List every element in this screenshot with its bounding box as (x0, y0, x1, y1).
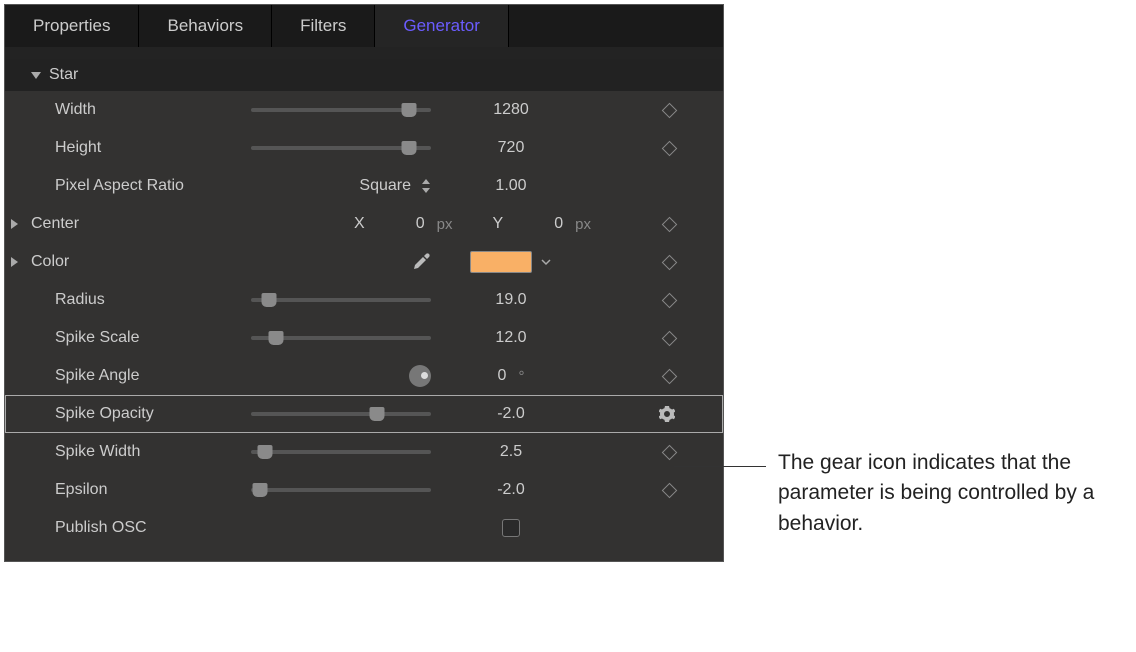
keyframe-icon[interactable] (662, 140, 678, 156)
keyframe-icon[interactable] (662, 368, 678, 384)
section-header-star[interactable]: Star (5, 59, 723, 91)
spike-opacity-slider[interactable] (251, 412, 431, 416)
slider-thumb[interactable] (370, 407, 385, 421)
slider-thumb[interactable] (253, 483, 268, 497)
param-label: Pixel Aspect Ratio (31, 177, 231, 195)
radius-value[interactable]: 19.0 (431, 291, 591, 309)
param-row-par: Pixel Aspect Ratio Square 1.00 (5, 167, 723, 205)
slider-thumb[interactable] (258, 445, 273, 459)
keyframe-icon[interactable] (662, 482, 678, 498)
degree-unit: ° (518, 368, 524, 385)
slider-thumb[interactable] (402, 103, 417, 117)
keyframe-icon[interactable] (662, 292, 678, 308)
disclosure-right-icon[interactable] (11, 219, 18, 229)
param-row-center: Center X 0 px Y 0 px (5, 205, 723, 243)
slider-thumb[interactable] (262, 293, 277, 307)
disclosure-right-icon[interactable] (11, 257, 18, 267)
callout-text: The gear icon indicates that the paramet… (778, 448, 1118, 539)
param-label: Publish OSC (31, 519, 231, 537)
param-label: Center (31, 215, 231, 233)
keyframe-icon[interactable] (662, 444, 678, 460)
param-row-width: Width 1280 (5, 91, 723, 129)
x-label: X (354, 215, 365, 233)
param-row-height: Height 720 (5, 129, 723, 167)
slider-thumb[interactable] (269, 331, 284, 345)
param-label: Spike Opacity (31, 405, 231, 423)
inspector-panel: Properties Behaviors Filters Generator S… (4, 4, 724, 562)
updown-icon (421, 179, 431, 193)
center-x-value[interactable]: 0 (375, 215, 425, 233)
par-value[interactable]: 1.00 (431, 177, 591, 195)
param-label: Spike Width (31, 443, 231, 461)
spike-scale-value[interactable]: 12.0 (431, 329, 591, 347)
y-unit: px (575, 216, 591, 233)
tab-behaviors[interactable]: Behaviors (139, 5, 272, 47)
radius-slider[interactable] (251, 298, 431, 302)
parameter-list: Width 1280 Height 720 Pixel As (5, 91, 723, 561)
angle-dial[interactable] (409, 365, 431, 387)
height-value[interactable]: 720 (431, 139, 591, 157)
y-label: Y (492, 215, 503, 233)
param-label: Spike Angle (31, 367, 231, 385)
param-label: Radius (31, 291, 231, 309)
width-value[interactable]: 1280 (431, 101, 591, 119)
param-row-epsilon: Epsilon -2.0 (5, 471, 723, 509)
tab-properties[interactable]: Properties (5, 5, 139, 47)
callout-line (674, 466, 766, 467)
color-swatch[interactable] (470, 251, 532, 273)
param-label: Height (31, 139, 231, 157)
keyframe-icon[interactable] (662, 330, 678, 346)
tab-filters[interactable]: Filters (272, 5, 375, 47)
publish-osc-checkbox[interactable] (502, 519, 520, 537)
chevron-down-icon[interactable] (540, 256, 552, 268)
width-slider[interactable] (251, 108, 431, 112)
param-label: Width (31, 101, 231, 119)
height-slider[interactable] (251, 146, 431, 150)
par-dropdown[interactable]: Square (359, 177, 411, 195)
keyframe-icon[interactable] (662, 102, 678, 118)
param-label: Spike Scale (31, 329, 231, 347)
x-unit: px (437, 216, 453, 233)
spike-opacity-value[interactable]: -2.0 (431, 405, 591, 423)
param-row-color: Color (5, 243, 723, 281)
param-row-radius: Radius 19.0 (5, 281, 723, 319)
spike-scale-slider[interactable] (251, 336, 431, 340)
center-y-value[interactable]: 0 (513, 215, 563, 233)
gear-icon[interactable] (659, 406, 675, 422)
tab-bar: Properties Behaviors Filters Generator (5, 5, 723, 47)
spike-width-slider[interactable] (251, 450, 431, 454)
param-row-publish-osc: Publish OSC (5, 509, 723, 547)
param-row-spike-opacity: Spike Opacity -2.0 (5, 395, 723, 433)
keyframe-icon[interactable] (662, 216, 678, 232)
param-row-spike-angle: Spike Angle 0 ° (5, 357, 723, 395)
param-label: Color (31, 253, 231, 271)
param-label: Epsilon (31, 481, 231, 499)
epsilon-value[interactable]: -2.0 (431, 481, 591, 499)
spike-angle-value[interactable]: 0 (498, 367, 507, 385)
disclosure-down-icon (31, 72, 41, 79)
tab-generator[interactable]: Generator (375, 5, 509, 47)
param-row-spike-scale: Spike Scale 12.0 (5, 319, 723, 357)
param-row-spike-width: Spike Width 2.5 (5, 433, 723, 471)
keyframe-icon[interactable] (662, 254, 678, 270)
epsilon-slider[interactable] (251, 488, 431, 492)
spike-width-value[interactable]: 2.5 (431, 443, 591, 461)
section-title: Star (49, 66, 78, 84)
eyedropper-icon[interactable] (411, 252, 431, 272)
slider-thumb[interactable] (402, 141, 417, 155)
